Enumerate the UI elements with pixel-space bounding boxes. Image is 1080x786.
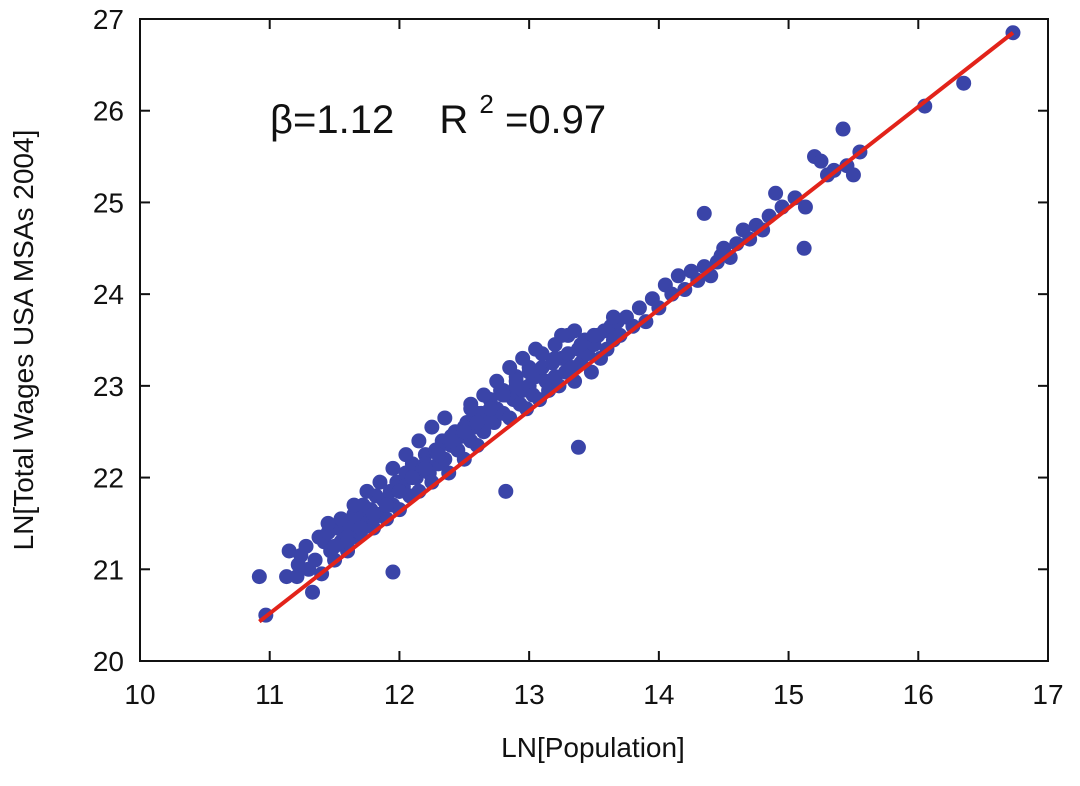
- data-point: [463, 401, 479, 417]
- y-tick-label-3: 23: [93, 371, 124, 402]
- data-point: [365, 506, 381, 522]
- y-axis-label: LN[Total Wages USA MSAs 2004]: [8, 130, 39, 551]
- x-tick-label-4: 14: [643, 679, 674, 710]
- data-point: [372, 474, 388, 490]
- data-point: [305, 584, 321, 600]
- r-value: =0.97: [505, 98, 606, 142]
- x-tick-label-3: 13: [514, 679, 545, 710]
- x-tick-label-1: 11: [255, 679, 284, 710]
- x-axis-label: LN[Population]: [501, 732, 685, 763]
- data-point: [476, 387, 492, 403]
- x-tick-label-2: 12: [384, 679, 415, 710]
- data-point: [417, 460, 433, 476]
- annotation: β=1.12 R 2 =0.97: [270, 78, 606, 142]
- data-point: [404, 470, 420, 486]
- data-point: [498, 483, 514, 499]
- data-point: [583, 364, 599, 380]
- data-point: [298, 538, 314, 554]
- data-point: [307, 552, 323, 568]
- data-point: [378, 497, 394, 513]
- data-point: [281, 543, 297, 559]
- data-point: [289, 569, 305, 585]
- data-point: [333, 511, 349, 527]
- y-tick-label-7: 27: [93, 4, 124, 35]
- r-text: R: [439, 98, 468, 142]
- data-point: [502, 360, 518, 376]
- data-point: [411, 433, 427, 449]
- data-point: [768, 185, 784, 201]
- data-point: [554, 327, 570, 343]
- data-point: [443, 433, 459, 449]
- data-point: [456, 424, 472, 440]
- data-point: [956, 75, 972, 91]
- data-point: [586, 327, 602, 343]
- data-point: [327, 538, 343, 554]
- axis-ticks: [139, 18, 1049, 662]
- data-point: [797, 199, 813, 215]
- x-tick-label-7: 17: [1032, 679, 1063, 710]
- data-point: [835, 121, 851, 137]
- data-point: [385, 460, 401, 476]
- y-tick-label-0: 20: [93, 646, 124, 677]
- data-point: [605, 309, 621, 325]
- data-point: [567, 323, 583, 339]
- y-tick-label-4: 24: [93, 279, 124, 310]
- data-point: [570, 439, 586, 455]
- data-point: [515, 350, 531, 366]
- data-point: [378, 511, 394, 527]
- y-tick-label-6: 26: [93, 96, 124, 127]
- data-point: [547, 350, 563, 366]
- beta-text: β=1.12: [270, 98, 394, 142]
- data-point: [670, 268, 686, 284]
- r-superscript: 2: [479, 89, 493, 119]
- data-point: [486, 415, 502, 431]
- tick-labels: 10 11 12 13 14 15 16 17 20 21 22 23 24 25 26 27: [93, 4, 1064, 710]
- data-point: [469, 415, 485, 431]
- data-point: [353, 520, 369, 536]
- data-point: [482, 401, 498, 417]
- x-tick-label-5: 15: [773, 679, 804, 710]
- data-point: [340, 534, 356, 550]
- data-point: [424, 419, 440, 435]
- data-point: [346, 497, 362, 513]
- x-tick-label-0: 10: [124, 679, 155, 710]
- y-tick-label-5: 25: [93, 187, 124, 218]
- data-point: [359, 483, 375, 499]
- data-point: [495, 387, 511, 403]
- data-point: [437, 410, 453, 426]
- data-point: [279, 569, 295, 585]
- data-point: [573, 337, 589, 353]
- data-point: [845, 167, 861, 183]
- fit-line: [258, 31, 1015, 624]
- data-point: [398, 447, 414, 463]
- x-tick-label-6: 16: [903, 679, 934, 710]
- data-point: [251, 569, 267, 585]
- data-point: [796, 240, 812, 256]
- plot-frame: [139, 18, 1049, 662]
- data-point: [385, 564, 401, 580]
- data-point: [489, 373, 505, 389]
- data-point: [528, 341, 544, 357]
- data-point: [508, 378, 524, 394]
- data-point: [696, 205, 712, 221]
- data-point: [430, 447, 446, 463]
- data-point: [521, 364, 537, 380]
- y-tick-label-1: 21: [93, 554, 124, 585]
- y-tick-label-2: 22: [93, 463, 124, 494]
- data-point: [813, 153, 829, 169]
- data-point: [320, 515, 336, 531]
- data-point: [519, 401, 535, 417]
- data-point: [631, 300, 647, 316]
- data-point: [391, 483, 407, 499]
- data-point: [625, 318, 641, 334]
